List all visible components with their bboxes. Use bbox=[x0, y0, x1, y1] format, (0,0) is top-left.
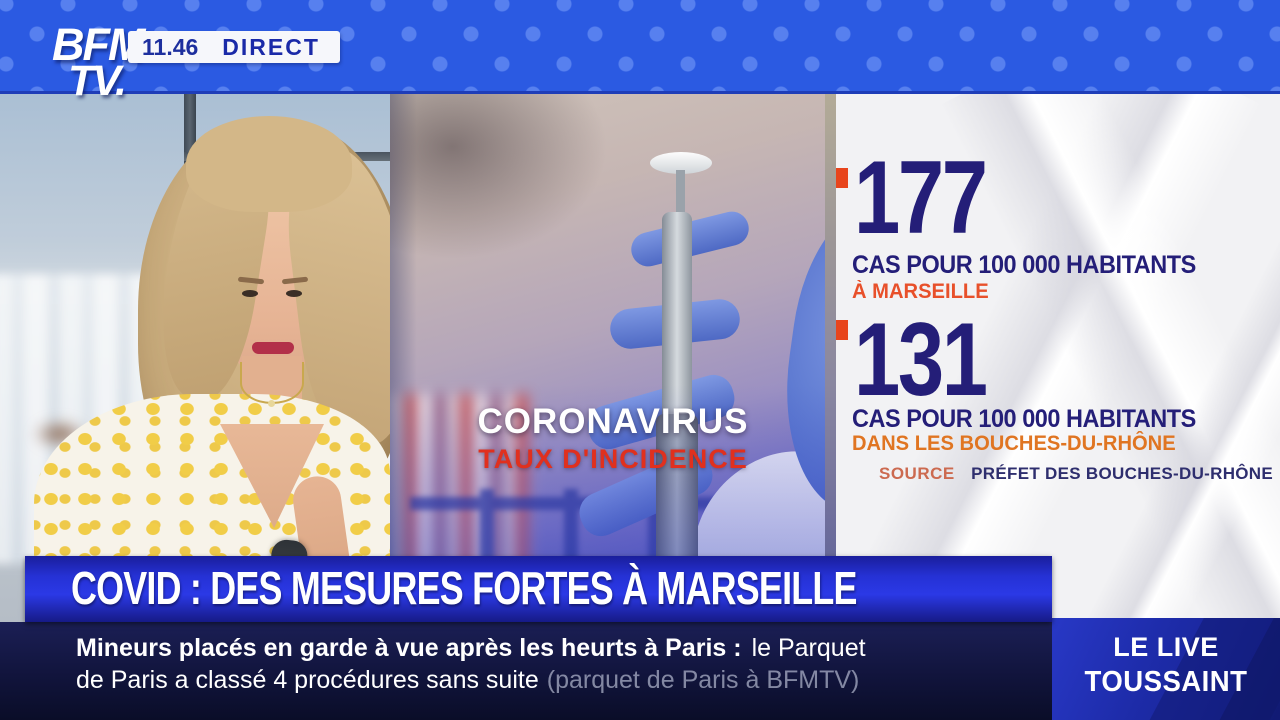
ticker-line-1: Mineurs placés en garde à vue après les … bbox=[76, 634, 866, 663]
footage-color-overlay bbox=[390, 94, 836, 622]
topic-subtitle: TAUX D'INCIDENCE bbox=[478, 444, 748, 474]
source-value: PRÉFET DES BOUCHES-DU-RHÔNE bbox=[971, 464, 1274, 483]
presenter-necklace bbox=[240, 362, 304, 404]
ticker-detail-start: le Parquet bbox=[751, 634, 866, 662]
footage-edge bbox=[825, 94, 836, 622]
presenter-pendant bbox=[268, 400, 275, 407]
presenter-eye-left bbox=[242, 290, 258, 297]
stat-location-bouches-du-rhone: DANS LES BOUCHES-DU-RHÔNE bbox=[852, 432, 1176, 455]
topic-title: CORONAVIRUS bbox=[477, 402, 749, 441]
channel-header: BFM TV. 11.46 DIRECT bbox=[0, 0, 1280, 103]
program-title: LE LIVE TOUSSAINT bbox=[1052, 632, 1280, 699]
orange-bullet-icon bbox=[836, 320, 848, 340]
stat-location-marseille: À MARSEILLE bbox=[852, 280, 989, 303]
headline-banner: COVID : DES MESURES FORTES À MARSEILLE bbox=[25, 556, 1052, 622]
program-title-line2: TOUSSAINT bbox=[1084, 666, 1248, 698]
ticker-line-2: de Paris a classé 4 procédures sans suit… bbox=[76, 666, 859, 695]
stat-value-marseille: 177 bbox=[854, 140, 988, 256]
presenter-hair-top bbox=[186, 116, 352, 212]
lab-footage: CORONAVIRUS TAUX D'INCIDENCE bbox=[390, 94, 836, 622]
headline-text: COVID : DES MESURES FORTES À MARSEILLE bbox=[71, 562, 857, 614]
studio-video bbox=[0, 94, 390, 622]
presenter-eye-right bbox=[286, 290, 302, 297]
stat-label: CAS POUR 100 000 HABITANTS bbox=[852, 251, 1196, 279]
time-direct-chip: 11.46 DIRECT bbox=[128, 31, 340, 63]
logo-text-tv: TV. bbox=[68, 57, 127, 105]
source-label: SOURCE bbox=[878, 464, 955, 483]
program-badge: LE LIVE TOUSSAINT bbox=[1052, 618, 1280, 720]
live-badge: DIRECT bbox=[222, 33, 320, 60]
clock: 11.46 bbox=[142, 33, 199, 60]
presenter-lips bbox=[252, 342, 294, 354]
stats-panel: 177 CAS POUR 100 000 HABITANTS À MARSEIL… bbox=[836, 94, 1280, 618]
program-title-line1: LE LIVE bbox=[1113, 632, 1219, 662]
stat-value-bouches-du-rhone: 131 bbox=[854, 302, 988, 418]
ticker-headline: Mineurs placés en garde à vue après les … bbox=[76, 634, 742, 662]
orange-bullet-icon bbox=[836, 168, 848, 188]
ticker-detail-end: de Paris a classé 4 procédures sans suit… bbox=[76, 666, 539, 694]
ticker-attribution: (parquet de Paris à BFMTV) bbox=[546, 666, 860, 694]
topic-overlay: CORONAVIRUS TAUX D'INCIDENCE bbox=[390, 402, 836, 475]
source-attribution: SOURCE PRÉFET DES BOUCHES-DU-RHÔNE bbox=[836, 464, 1280, 484]
news-ticker: Mineurs placés en garde à vue après les … bbox=[0, 622, 1052, 720]
stat-label: CAS POUR 100 000 HABITANTS bbox=[852, 405, 1196, 433]
